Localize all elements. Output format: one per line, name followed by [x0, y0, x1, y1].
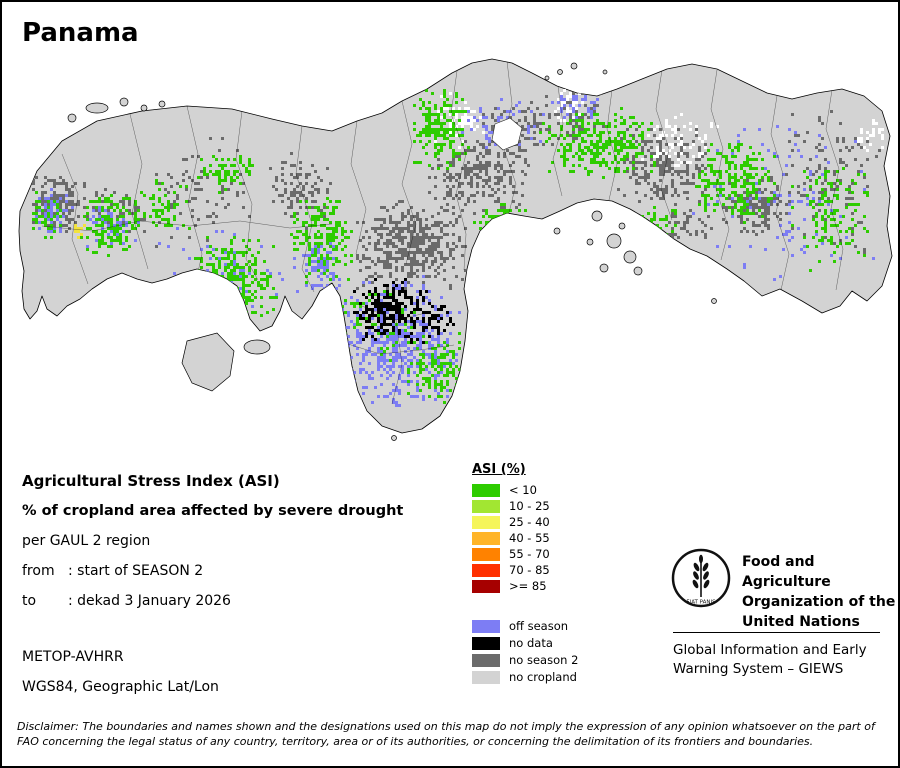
legend-swatch [472, 531, 500, 545]
legend-asi-classes: < 10 10 - 25 25 - 40 40 - 55 55 - 70 70 - 85 >… [472, 483, 578, 593]
legend-label: no data [509, 636, 553, 650]
asi-pixel-layer [32, 86, 884, 407]
legend-label: no cropland [509, 670, 577, 684]
legend-row: 55 - 70 [472, 547, 578, 561]
legend-row: no season 2 [472, 653, 578, 667]
legend-row: 40 - 55 [472, 531, 578, 545]
legend-label: 40 - 55 [509, 531, 550, 545]
legend-title: ASI (%) [472, 462, 526, 477]
fao-name-line-1: Food and Agriculture [742, 554, 831, 590]
legend-row: 25 - 40 [472, 515, 578, 529]
giews-caption: Global Information and Early Warning Sys… [673, 641, 867, 679]
legend-label: off season [509, 619, 569, 633]
legend-swatch [472, 499, 500, 513]
asi-heading: Agricultural Stress Index (ASI) [22, 472, 280, 490]
legend-row: 10 - 25 [472, 499, 578, 513]
panama-asi-map [18, 58, 893, 441]
fao-logo: FIAT PANIS [671, 548, 731, 608]
legend-row: < 10 [472, 483, 578, 497]
legend-label: 55 - 70 [509, 547, 550, 561]
legend-label: 25 - 40 [509, 515, 550, 529]
legend-label: >= 85 [509, 579, 547, 593]
legend-swatch [472, 547, 500, 561]
asi-legend: ASI (%) < 10 10 - 25 25 - 40 40 - 55 55 - 70… [472, 462, 578, 687]
legend-swatch [472, 653, 500, 667]
fao-name: Food and Agriculture Organization of the… [742, 552, 898, 632]
legend-row: no cropland [472, 670, 578, 684]
legend-swatch [472, 483, 500, 497]
legend-swatch [472, 636, 500, 650]
legend-label: no season 2 [509, 653, 579, 667]
legend-label: < 10 [509, 483, 537, 497]
country-title: Panama [22, 18, 139, 48]
fao-name-line-3: United Nations [742, 614, 860, 630]
legend-swatch [472, 670, 500, 684]
legend-swatch [472, 579, 500, 593]
to-value: : dekad 3 January 2026 [68, 593, 231, 609]
projection-line: WGS84, Geographic Lat/Lon [22, 679, 219, 695]
from-label: from [22, 563, 55, 579]
legend-row: 70 - 85 [472, 563, 578, 577]
fao-name-line-2: Organization of the [742, 594, 896, 610]
islands [67, 62, 717, 441]
giews-line-2: Warning System – GIEWS [673, 661, 844, 677]
gatun-lake [491, 117, 523, 151]
divider-line [673, 632, 880, 633]
to-line: to : dekad 3 January 2026 [22, 586, 403, 616]
asi-subheading: % of cropland area affected by severe dr… [22, 503, 404, 519]
sensor-line: METOP-AVHRR [22, 649, 124, 665]
legend-label: 10 - 25 [509, 499, 550, 513]
giews-line-1: Global Information and Early [673, 642, 867, 658]
legend-swatch [472, 515, 500, 529]
legend-label: 70 - 85 [509, 563, 550, 577]
legend-extra-classes: off season no data no season 2 no cropland [472, 619, 578, 684]
legend-row: off season [472, 619, 578, 633]
legend-row: no data [472, 636, 578, 650]
from-value: : start of SEASON 2 [68, 563, 204, 579]
disclaimer-text: Disclaimer: The boundaries and names sho… [17, 720, 875, 748]
gaul-region-line: per GAUL 2 region [22, 533, 151, 549]
legend-row: >= 85 [472, 579, 578, 593]
legend-swatch [472, 563, 500, 577]
fao-motto-text: FIAT PANIS [686, 600, 716, 606]
map-info-block: Agricultural Stress Index (ASI) % of cro… [22, 466, 403, 702]
to-label: to [22, 593, 37, 609]
from-line: from : start of SEASON 2 [22, 556, 403, 586]
legend-swatch [472, 619, 500, 633]
